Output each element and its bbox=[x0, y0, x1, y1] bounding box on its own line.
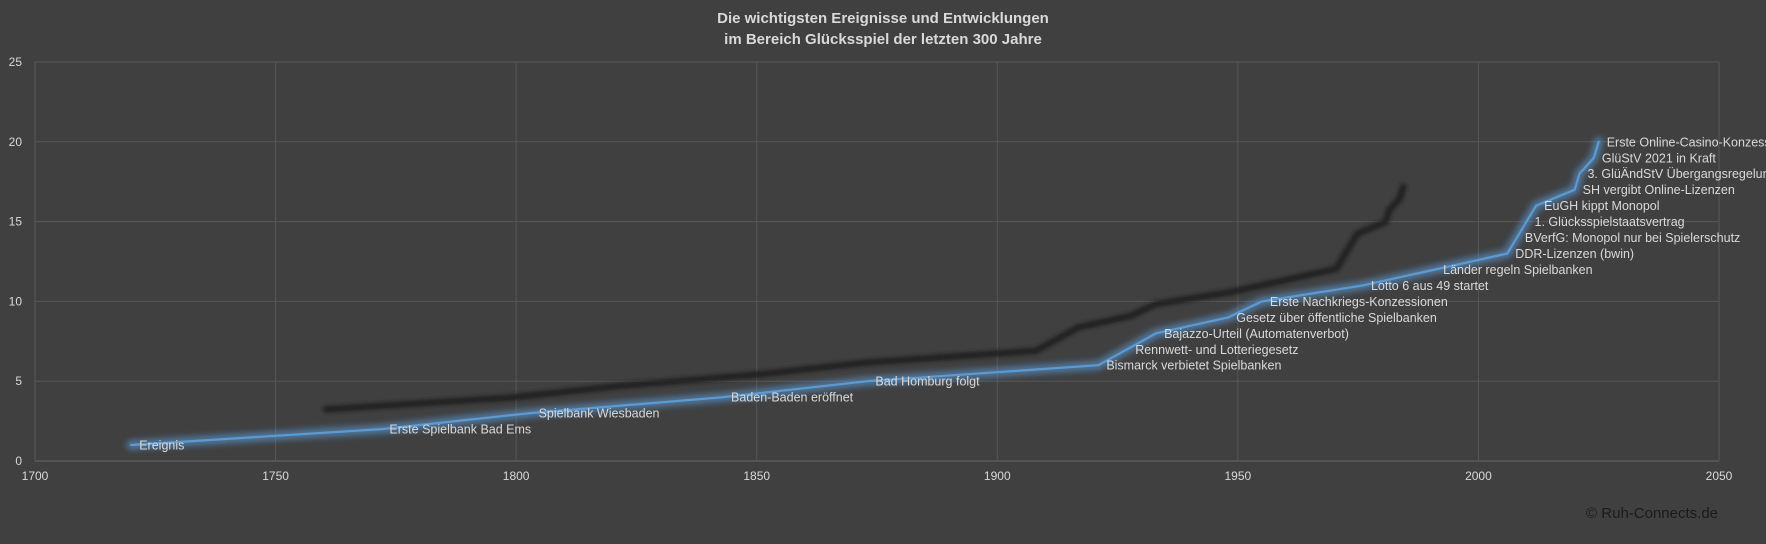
data-label: 3. GlüÄndStV Übergangsregelung bbox=[1587, 167, 1766, 181]
data-label: GlüStV 2021 in Kraft bbox=[1602, 151, 1716, 165]
data-label: EuGH kippt Monopol bbox=[1544, 199, 1659, 213]
data-label: BVerfG: Monopol nur bei Spielerschutz bbox=[1525, 231, 1740, 245]
y-tick-label: 15 bbox=[9, 215, 23, 229]
data-label: Spielbank Wiesbaden bbox=[539, 407, 660, 421]
x-tick-label: 1700 bbox=[22, 469, 49, 483]
x-tick-label: 1950 bbox=[1225, 469, 1252, 483]
x-tick-label: 1750 bbox=[262, 469, 289, 483]
x-tick-label: 1800 bbox=[503, 469, 530, 483]
series-shadow bbox=[322, 183, 1407, 413]
y-tick-label: 5 bbox=[15, 374, 22, 388]
chart-title-line-1: Die wichtigsten Ereignisse und Entwicklu… bbox=[717, 10, 1049, 27]
series-line bbox=[130, 140, 1600, 447]
y-tick-label: 10 bbox=[9, 294, 23, 308]
data-label: Länder regeln Spielbanken bbox=[1443, 263, 1592, 277]
x-tick-label: 2050 bbox=[1706, 469, 1733, 483]
data-label: Ereignis bbox=[139, 439, 184, 453]
y-tick-label: 0 bbox=[15, 454, 22, 468]
series-glow bbox=[126, 136, 1604, 450]
data-label: Bismarck verbietet Spielbanken bbox=[1106, 359, 1281, 373]
gridlines bbox=[34, 61, 1720, 462]
x-tick-label: 1900 bbox=[984, 469, 1011, 483]
data-label: Bajazzo-Urteil (Automatenverbot) bbox=[1164, 327, 1349, 341]
data-label: SH vergibt Online-Lizenzen bbox=[1583, 183, 1735, 197]
data-label: Erste Spielbank Bad Ems bbox=[389, 423, 531, 437]
data-label: DDR-Lizenzen (bwin) bbox=[1515, 247, 1634, 261]
y-tick-label: 20 bbox=[9, 135, 23, 149]
data-label: Bad Homburg folgt bbox=[875, 375, 980, 389]
data-label: Baden-Baden eröffnet bbox=[731, 391, 854, 405]
series-events bbox=[126, 136, 1604, 450]
data-label: Gesetz über öffentliche Spielbanken bbox=[1236, 311, 1437, 325]
data-labels: Ereignis Erste Spielbank Bad Ems Spielbank… bbox=[139, 135, 1766, 452]
axes: 0 5 10 15 20 25 1700 1750 1800 1850 1900 1950 2000 20… bbox=[9, 55, 1733, 483]
data-label: Erste Online-Casino-Konzessionen bbox=[1607, 135, 1766, 149]
x-tick-label: 1850 bbox=[743, 469, 770, 483]
data-label: 1. Glücksspielstaatsvertrag bbox=[1535, 215, 1685, 229]
series-shadow-line bbox=[322, 183, 1407, 413]
data-label: Lotto 6 aus 49 startet bbox=[1371, 279, 1489, 293]
y-tick-label: 25 bbox=[9, 55, 23, 69]
chart-title: Die wichtigsten Ereignisse und Entwicklu… bbox=[0, 8, 1766, 50]
x-tick-label: 2000 bbox=[1465, 469, 1492, 483]
data-label: Rennwett- und Lotteriegesetz bbox=[1135, 343, 1298, 357]
copyright-notice: © Ruh-Connects.de bbox=[1586, 505, 1718, 522]
data-label: Erste Nachkriegs-Konzessionen bbox=[1270, 295, 1448, 309]
chart-title-line-2: im Bereich Glücksspiel der letzten 300 J… bbox=[724, 31, 1042, 48]
